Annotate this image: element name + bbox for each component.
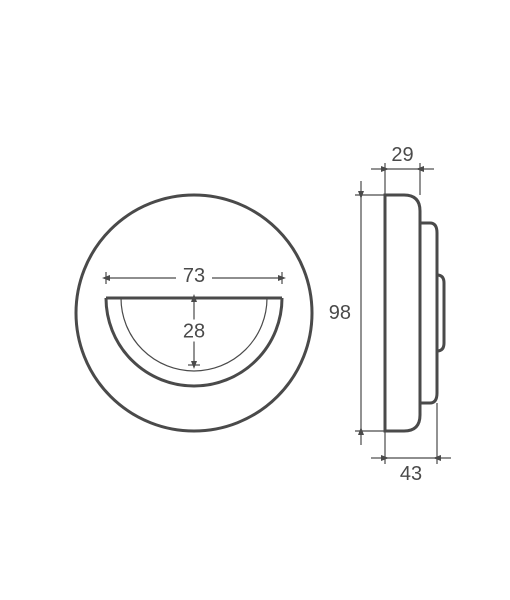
side-dim-bot-label: 43 <box>400 463 422 485</box>
side-dim-h-label: 98 <box>329 302 351 324</box>
side-body <box>385 195 420 431</box>
front-dim-width-label: 73 <box>183 265 205 287</box>
side-dim-top-label: 29 <box>391 144 413 166</box>
side-flange <box>420 223 437 403</box>
front-dim-height-label: 28 <box>183 321 205 343</box>
